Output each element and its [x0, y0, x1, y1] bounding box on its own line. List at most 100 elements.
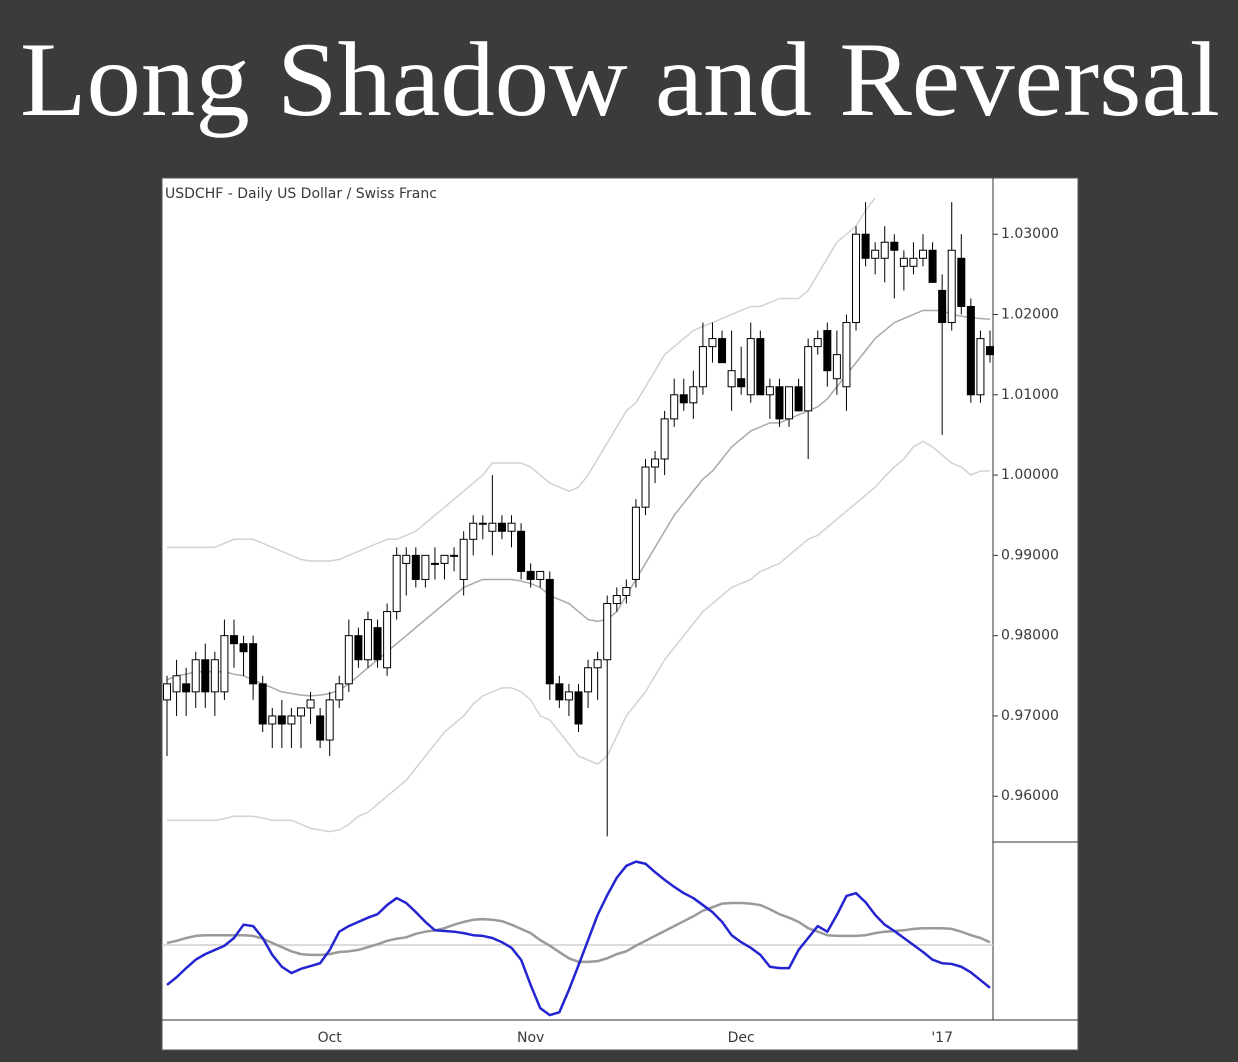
- candle-body: [842, 322, 851, 388]
- candle-body: [536, 570, 545, 580]
- candle-body: [584, 667, 593, 693]
- candle-body: [402, 554, 411, 564]
- candle-body: [325, 699, 334, 741]
- band-line: [167, 440, 990, 833]
- x-tick-label: Nov: [517, 1030, 544, 1046]
- x-tick-label: Dec: [728, 1030, 755, 1046]
- candle-body: [478, 522, 487, 525]
- candle-body: [737, 378, 746, 388]
- candle-body: [497, 522, 506, 532]
- candle-body: [861, 233, 870, 259]
- y-tick-label: 0.98000: [1001, 628, 1059, 644]
- candle-body: [919, 249, 928, 259]
- candle-body: [804, 346, 813, 412]
- y-tick-label: 1.01000: [1001, 387, 1059, 403]
- band-line: [167, 197, 876, 562]
- candle-body: [593, 659, 602, 669]
- candle-body: [440, 554, 449, 564]
- candle-body: [976, 338, 985, 396]
- candle-body: [210, 659, 219, 693]
- candle-body: [651, 458, 660, 468]
- candle-body: [890, 241, 899, 251]
- candle-body: [832, 354, 841, 380]
- candle-body: [938, 289, 947, 324]
- band-line: [166, 309, 991, 697]
- candle-body: [517, 530, 526, 572]
- candle-body: [163, 683, 171, 701]
- x-tick-label: Oct: [318, 1030, 343, 1046]
- plot-area: 0.96000 0.97000 0.98000 0.99000 1.00000 1.010…: [162, 197, 1059, 1046]
- chart-subtitle: USDCHF - Daily US Dollar / Swiss Franc: [165, 186, 437, 202]
- candle-body: [392, 554, 401, 613]
- candle-body: [765, 386, 774, 396]
- x-tick-label: '17: [931, 1030, 953, 1046]
- candle-body: [986, 346, 994, 356]
- candle-body: [928, 249, 937, 283]
- candle-body: [335, 683, 344, 701]
- candle-body: [306, 699, 315, 709]
- slide-title: Long Shadow and Reversal: [20, 21, 1220, 138]
- candle-body: [383, 611, 392, 669]
- candle-body: [871, 249, 880, 259]
- candle-body: [411, 554, 420, 580]
- candle-body: [622, 586, 631, 597]
- candle-body: [660, 418, 669, 460]
- candle-body: [296, 707, 305, 717]
- y-tick-label: 0.97000: [1001, 708, 1059, 724]
- candle-body: [756, 338, 765, 396]
- candle-body: [526, 570, 535, 580]
- candle-body: [430, 562, 439, 565]
- y-tick-label: 1.00000: [1001, 467, 1059, 483]
- candle-body: [880, 241, 889, 259]
- candle-body: [182, 683, 191, 693]
- candle-body: [316, 715, 325, 741]
- candle-body: [775, 386, 784, 420]
- candle-body: [229, 635, 238, 645]
- candle-body: [909, 257, 918, 267]
- candle-body: [603, 603, 612, 661]
- candle-body: [966, 305, 975, 396]
- candle-body: [421, 554, 430, 580]
- candle-body: [612, 595, 621, 605]
- candle-body: [469, 522, 478, 540]
- candle-body: [220, 635, 229, 693]
- candle-body: [670, 394, 679, 420]
- candle-body: [823, 330, 832, 372]
- candle-body: [488, 522, 497, 532]
- candle-body: [191, 659, 200, 693]
- candle-body: [354, 635, 363, 661]
- candle-body: [727, 370, 736, 388]
- candle-body: [172, 675, 181, 693]
- candle-body: [698, 346, 707, 388]
- candle-body: [718, 338, 727, 364]
- candle-body: [813, 338, 822, 348]
- candle-body: [794, 386, 803, 412]
- candle-body: [459, 538, 468, 580]
- overlays: [166, 197, 991, 833]
- y-tick-label: 1.03000: [1001, 226, 1059, 242]
- candle-body: [555, 683, 564, 701]
- y-tick-label: 0.96000: [1001, 788, 1059, 804]
- candle-body: [641, 466, 650, 508]
- candle-body: [373, 627, 382, 661]
- candle-body: [344, 635, 353, 685]
- candle-body: [564, 691, 573, 701]
- candle-body: [689, 386, 698, 404]
- candle-body: [201, 659, 210, 693]
- candle-body: [899, 257, 908, 267]
- candle-body: [947, 249, 956, 324]
- candle-body: [574, 691, 583, 725]
- candle-body: [746, 338, 755, 396]
- candle-body: [450, 554, 459, 557]
- indicator-line: [166, 860, 991, 1017]
- candle-body: [852, 233, 861, 324]
- candle-body: [785, 386, 794, 420]
- candle-body: [363, 619, 372, 661]
- candle-body: [258, 683, 267, 725]
- y-tick-label: 0.99000: [1001, 547, 1059, 563]
- candle-body: [957, 257, 966, 307]
- candle-body: [679, 394, 688, 404]
- candle-body: [287, 715, 296, 725]
- chart-panel: [161, 177, 1079, 1051]
